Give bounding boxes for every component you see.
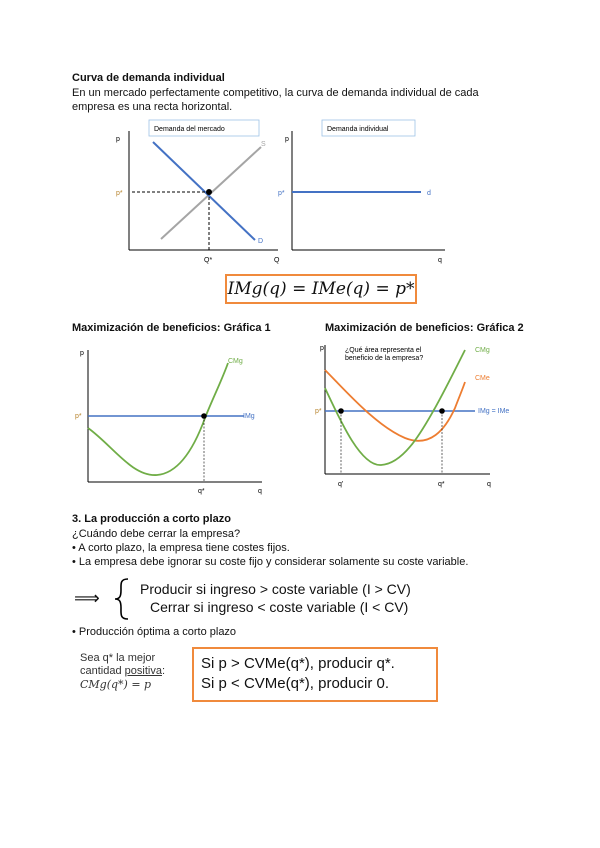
p-star-label: p* [315, 408, 322, 415]
heading-graph-2: Maximización de beneficios: Gráfica 2 [325, 322, 524, 334]
paragraph-line: En un mercado perfectamente competitivo,… [72, 87, 479, 99]
decision-box: Si p > CVMe(q*), producir q*. Si p < CVM… [192, 647, 438, 702]
individual-demand-graph: Demanda individual p p* d q [278, 119, 445, 264]
question-text: beneficio de la empresa? [345, 355, 423, 362]
note-text: : [161, 665, 166, 677]
note-formula: CMg(q*) = p [80, 678, 152, 691]
y-axis-label: p [320, 345, 324, 352]
q-star-label: Q* [204, 257, 212, 264]
formula: IMg(q) = IMe(q) = p* [227, 279, 415, 299]
p-star-label: p* [75, 413, 82, 420]
implies-arrow: ⟹ [74, 588, 100, 608]
cmg-label: CMg [228, 358, 243, 365]
bullet: • La empresa debe ignorar su coste fijo … [72, 556, 469, 568]
rule-produce: Producir si ingreso > coste variable (I … [140, 581, 411, 597]
question-text: ¿Qué área representa el [345, 347, 422, 354]
y-axis-label: p [285, 136, 289, 143]
cme-curve [324, 369, 466, 442]
brace-icon [114, 578, 129, 620]
q-prime-label: q' [338, 481, 343, 488]
rule-close: Cerrar si ingreso < coste variable (I < … [150, 599, 409, 615]
graph-label: Demanda individual [327, 126, 389, 133]
graph-label: Demanda del mercado [154, 126, 225, 133]
x-axis-label: q [258, 488, 262, 495]
bullet: • A corto plazo, la empresa tiene costes… [72, 542, 290, 554]
x-axis-label: Q [274, 257, 280, 264]
img-label: IMg [243, 413, 255, 420]
formula-box: IMg(q) = IMe(q) = p* [225, 274, 417, 304]
section-title: 3. La producción a corto plazo [72, 513, 231, 525]
demand-label: d [427, 190, 431, 197]
demand-label: D [258, 238, 263, 245]
note-line: cantidad positiva: [80, 665, 165, 678]
market-demand-graph: Demanda del mercado p p* Q* Q S D [116, 119, 280, 264]
section-title: Curva de demanda individual [72, 72, 225, 84]
note-line: Sea q* la mejor [80, 652, 156, 664]
img-ime-label: IMg = IMe [478, 408, 509, 415]
note-text: cantidad [80, 665, 125, 677]
note-underlined: positiva [124, 665, 162, 677]
y-axis-label: p [116, 136, 120, 143]
cmg-label: CMg [475, 347, 490, 354]
q-star-label: q* [198, 488, 205, 495]
bullet: • Producción óptima a corto plazo [72, 626, 237, 638]
p-star-label: p* [116, 190, 123, 197]
profit-max-graph-1: p p* q* q CMg IMg [75, 350, 262, 495]
p-star-label: p* [278, 190, 285, 197]
profit-max-graph-2: p ¿Qué área representa el beneficio de l… [315, 345, 509, 488]
demand-curve [152, 141, 256, 241]
x-axis-label: q [438, 257, 442, 264]
paragraph-line: empresa es una recta horizontal. [72, 101, 233, 113]
supply-label: S [261, 141, 266, 148]
cmg-curve [87, 362, 229, 476]
decision-close: Si p < CVMe(q*), producir 0. [201, 675, 389, 692]
heading-graph-1: Maximización de beneficios: Gráfica 1 [72, 322, 271, 334]
question: ¿Cuándo debe cerrar la empresa? [72, 528, 241, 540]
cme-label: CMe [475, 375, 490, 382]
q-star-label: q* [438, 481, 445, 488]
decision-produce: Si p > CVMe(q*), producir q*. [201, 655, 395, 672]
y-axis-label: p [80, 350, 84, 357]
x-axis-label: q [487, 481, 491, 488]
cmg-curve [324, 349, 466, 466]
